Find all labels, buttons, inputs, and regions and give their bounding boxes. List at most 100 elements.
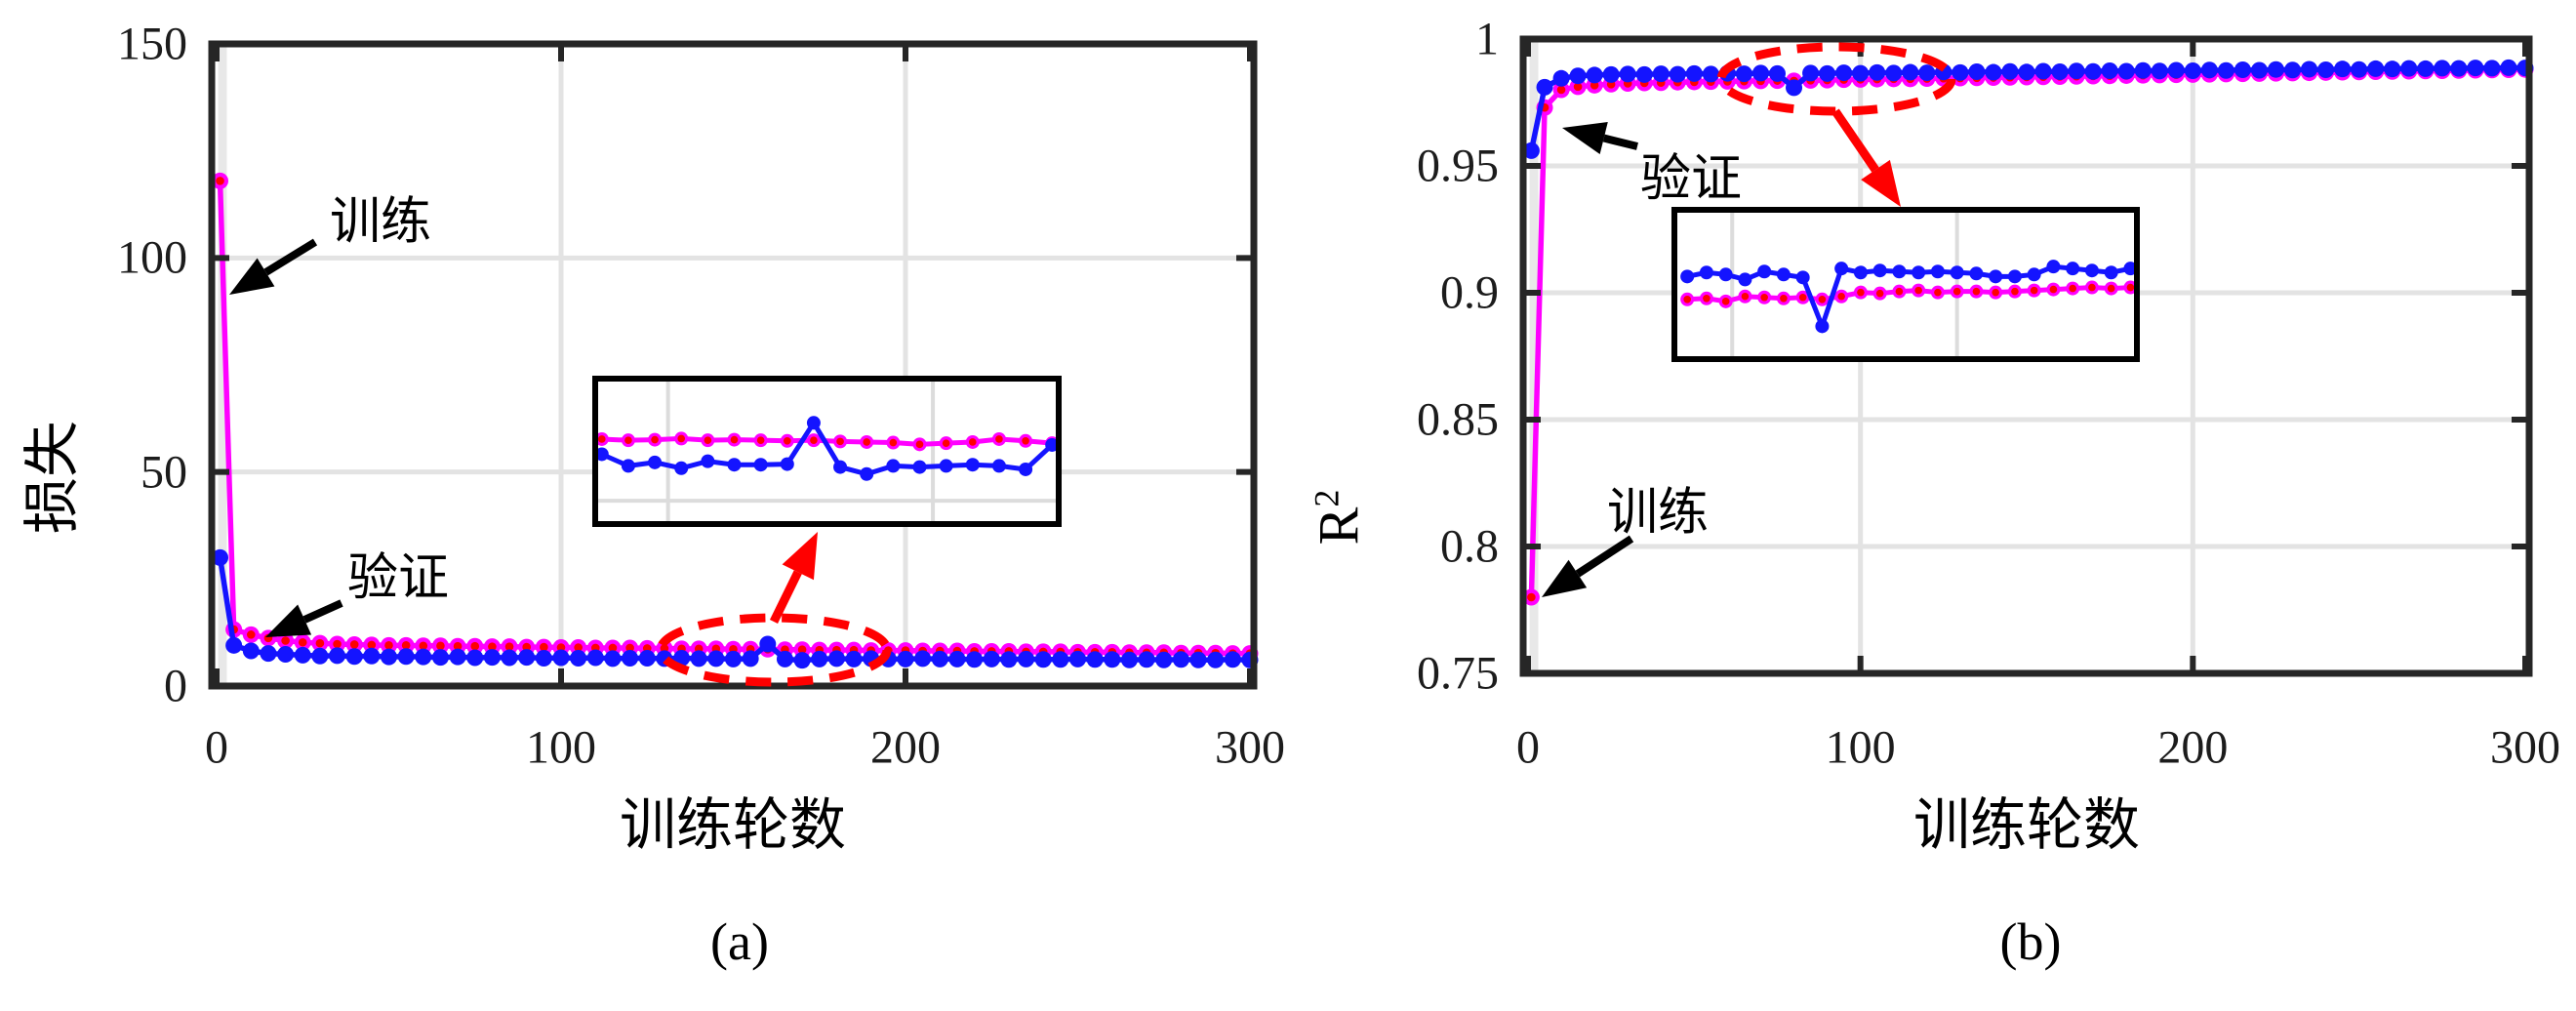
loss-valid-marker — [501, 649, 518, 667]
loss-valid-marker — [586, 649, 604, 667]
r2-valid-marker — [1751, 64, 1769, 82]
r2-inset-frame — [1671, 207, 2140, 362]
loss-valid-marker — [725, 650, 742, 667]
r2-valid-marker — [1985, 63, 2002, 81]
loss-valid-series — [212, 548, 1259, 669]
loss-valid-marker — [260, 645, 277, 663]
loss-annotation-arrow-1 — [265, 599, 343, 637]
r2-valid-marker — [1635, 65, 1653, 83]
r2-valid-marker — [2417, 60, 2435, 77]
loss-valid-marker — [345, 648, 363, 666]
r2-valid-marker — [2483, 60, 2501, 77]
r2-valid-marker — [2217, 61, 2234, 79]
loss-valid-marker — [966, 651, 984, 668]
r2-ticks — [1523, 36, 2529, 676]
r2-series — [1522, 59, 2534, 606]
r2-valid-marker — [2434, 60, 2451, 77]
r2-inset-pointer-arrow — [1831, 108, 1901, 207]
r2-valid-marker — [2134, 61, 2152, 79]
r2-y-tick-label: 0.75 — [1417, 647, 1499, 700]
r2-valid-marker — [2467, 60, 2484, 77]
loss-valid-marker — [1052, 651, 1069, 668]
loss-valid-marker — [1104, 651, 1121, 668]
r2-valid-marker — [1819, 64, 1836, 82]
r2-valid-marker — [2284, 61, 2302, 79]
r2-valid-marker — [2351, 61, 2368, 78]
loss-valid-marker — [948, 650, 966, 667]
loss-valid-marker — [622, 649, 639, 667]
r2-valid-marker — [1652, 65, 1670, 83]
r2-valid-marker — [1802, 64, 1820, 82]
loss-valid-marker — [431, 649, 449, 667]
r2-valid-marker — [2101, 62, 2118, 79]
loss-valid-marker — [277, 646, 295, 664]
r2-valid-marker — [2367, 60, 2385, 77]
loss-valid-marker — [1120, 651, 1138, 668]
loss-valid-marker — [570, 649, 587, 667]
loss-annotation-arrow-0 — [229, 238, 318, 295]
r2-valid-marker — [2051, 63, 2069, 81]
loss-valid-marker — [690, 650, 707, 667]
loss-valid-marker — [242, 642, 260, 660]
loss-x-tick-label: 200 — [870, 721, 941, 774]
r2-valid-marker — [1902, 63, 1919, 81]
r2-label-exponent: 2 — [1307, 489, 1347, 507]
loss-valid-marker — [1207, 651, 1225, 668]
r2-valid-marker — [1522, 142, 1540, 159]
loss-valid-marker — [845, 650, 863, 667]
r2-valid-marker — [2117, 62, 2135, 80]
r2-chart — [1519, 35, 2534, 677]
loss-chart — [208, 40, 1259, 690]
loss-valid-marker — [449, 648, 466, 666]
loss-x-axis-label: 训练轮数 — [619, 793, 847, 857]
loss-valid-marker — [329, 647, 346, 665]
loss-valid-marker — [1000, 651, 1018, 668]
loss-valid-marker — [604, 650, 622, 667]
r2-x-tick-label: 200 — [2157, 721, 2229, 774]
r2-valid-marker — [1786, 79, 1803, 97]
r2-valid-marker — [1552, 69, 1570, 87]
r2-valid-marker — [1602, 65, 1620, 83]
r2-valid-marker — [2184, 62, 2201, 79]
r2-valid-series — [1522, 59, 2534, 159]
loss-x-tick-label: 100 — [526, 721, 596, 774]
loss-valid-marker — [914, 650, 932, 667]
r2-valid-marker — [2301, 61, 2318, 78]
loss-x-tick-label: 300 — [1215, 721, 1285, 774]
r2-valid-marker — [1769, 64, 1786, 82]
r2-axes-frame — [1519, 35, 2533, 677]
loss-valid-marker — [776, 650, 793, 667]
r2-valid-marker — [1586, 66, 1603, 84]
r2-valid-marker — [2167, 61, 2185, 79]
loss-valid-marker — [381, 648, 397, 666]
loss-valid-marker — [793, 652, 811, 669]
r2-valid-marker — [2234, 61, 2251, 78]
loss-x-tick-label: 0 — [205, 721, 228, 774]
loss-valid-marker — [294, 646, 311, 664]
r2-x-tick-label: 300 — [2490, 721, 2560, 774]
r2-valid-marker — [2034, 62, 2052, 80]
r2-valid-marker — [2450, 60, 2468, 77]
loss-valid-marker — [1069, 650, 1086, 667]
r2-valid-marker — [2384, 61, 2401, 78]
r2-valid-marker — [2001, 62, 2019, 80]
r2-valid-marker — [1536, 78, 1553, 96]
r2-valid-marker — [1735, 65, 1752, 83]
r2-y-tick-label: 0.8 — [1440, 520, 1499, 573]
loss-valid-marker — [1189, 651, 1207, 668]
loss-valid-marker — [212, 548, 229, 566]
r2-valid-marker — [1952, 63, 1969, 81]
loss-valid-marker — [397, 648, 415, 666]
r2-valid-marker — [2317, 61, 2335, 78]
r2-y-axis-label: R2 — [1306, 490, 1371, 546]
r2-valid-marker — [1685, 64, 1703, 82]
loss-valid-marker — [552, 649, 570, 667]
loss-inset-pointer-arrow — [769, 532, 818, 624]
loss-y-tick-label: 150 — [117, 18, 187, 70]
loss-valid-marker — [1224, 651, 1241, 668]
caption-a: (a) — [710, 912, 769, 971]
loss-valid-marker — [897, 650, 914, 667]
r2-valid-annotation: 验证 — [1639, 151, 1743, 208]
